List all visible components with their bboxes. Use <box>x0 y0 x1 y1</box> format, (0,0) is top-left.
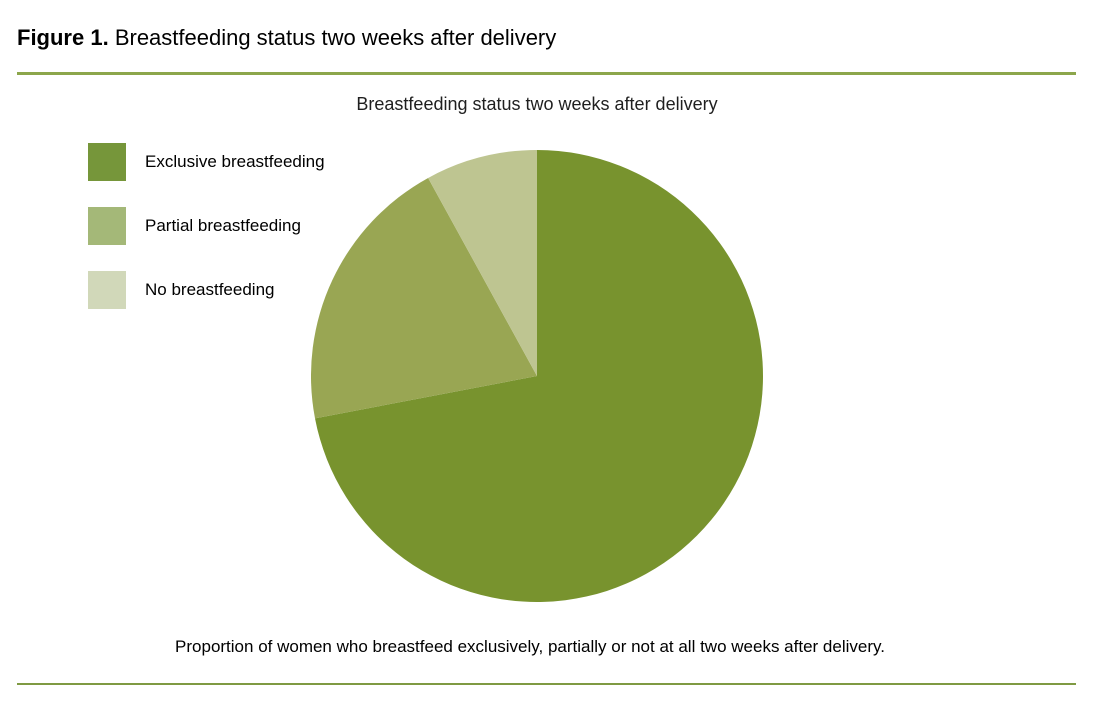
pie-slice-no-breastfeeding <box>428 150 537 376</box>
figure-title: Breastfeeding status two weeks after del… <box>114 25 557 50</box>
legend-label-none: No breastfeeding <box>145 280 275 299</box>
legend-swatch-partial-icon <box>88 207 126 245</box>
chart-legend: Exclusive breastfeeding Partial breastfe… <box>88 143 325 335</box>
legend-item-partial-breastfeeding: Partial breastfeeding <box>88 207 325 245</box>
figure-label: Figure 1. <box>17 25 109 50</box>
legend-swatch-none-icon <box>88 271 126 309</box>
figure-caption: Proportion of women who breastfeed exclu… <box>175 637 885 656</box>
chart-title: Breastfeeding status two weeks after del… <box>356 94 718 114</box>
pie-slice-partial-breastfeeding <box>311 177 537 419</box>
top-divider <box>17 72 1076 75</box>
pie-slice-exclusive-breastfeeding <box>315 150 763 602</box>
figure-heading: Figure 1. Breastfeeding status two weeks… <box>17 24 556 52</box>
pie-graphic <box>311 150 763 602</box>
legend-label-exclusive: Exclusive breastfeeding <box>145 152 325 171</box>
legend-label-partial: Partial breastfeeding <box>145 216 301 235</box>
legend-swatch-exclusive-icon <box>88 143 126 181</box>
bottom-divider <box>17 683 1076 685</box>
legend-item-no-breastfeeding: No breastfeeding <box>88 271 325 309</box>
legend-item-exclusive-breastfeeding: Exclusive breastfeeding <box>88 143 325 181</box>
